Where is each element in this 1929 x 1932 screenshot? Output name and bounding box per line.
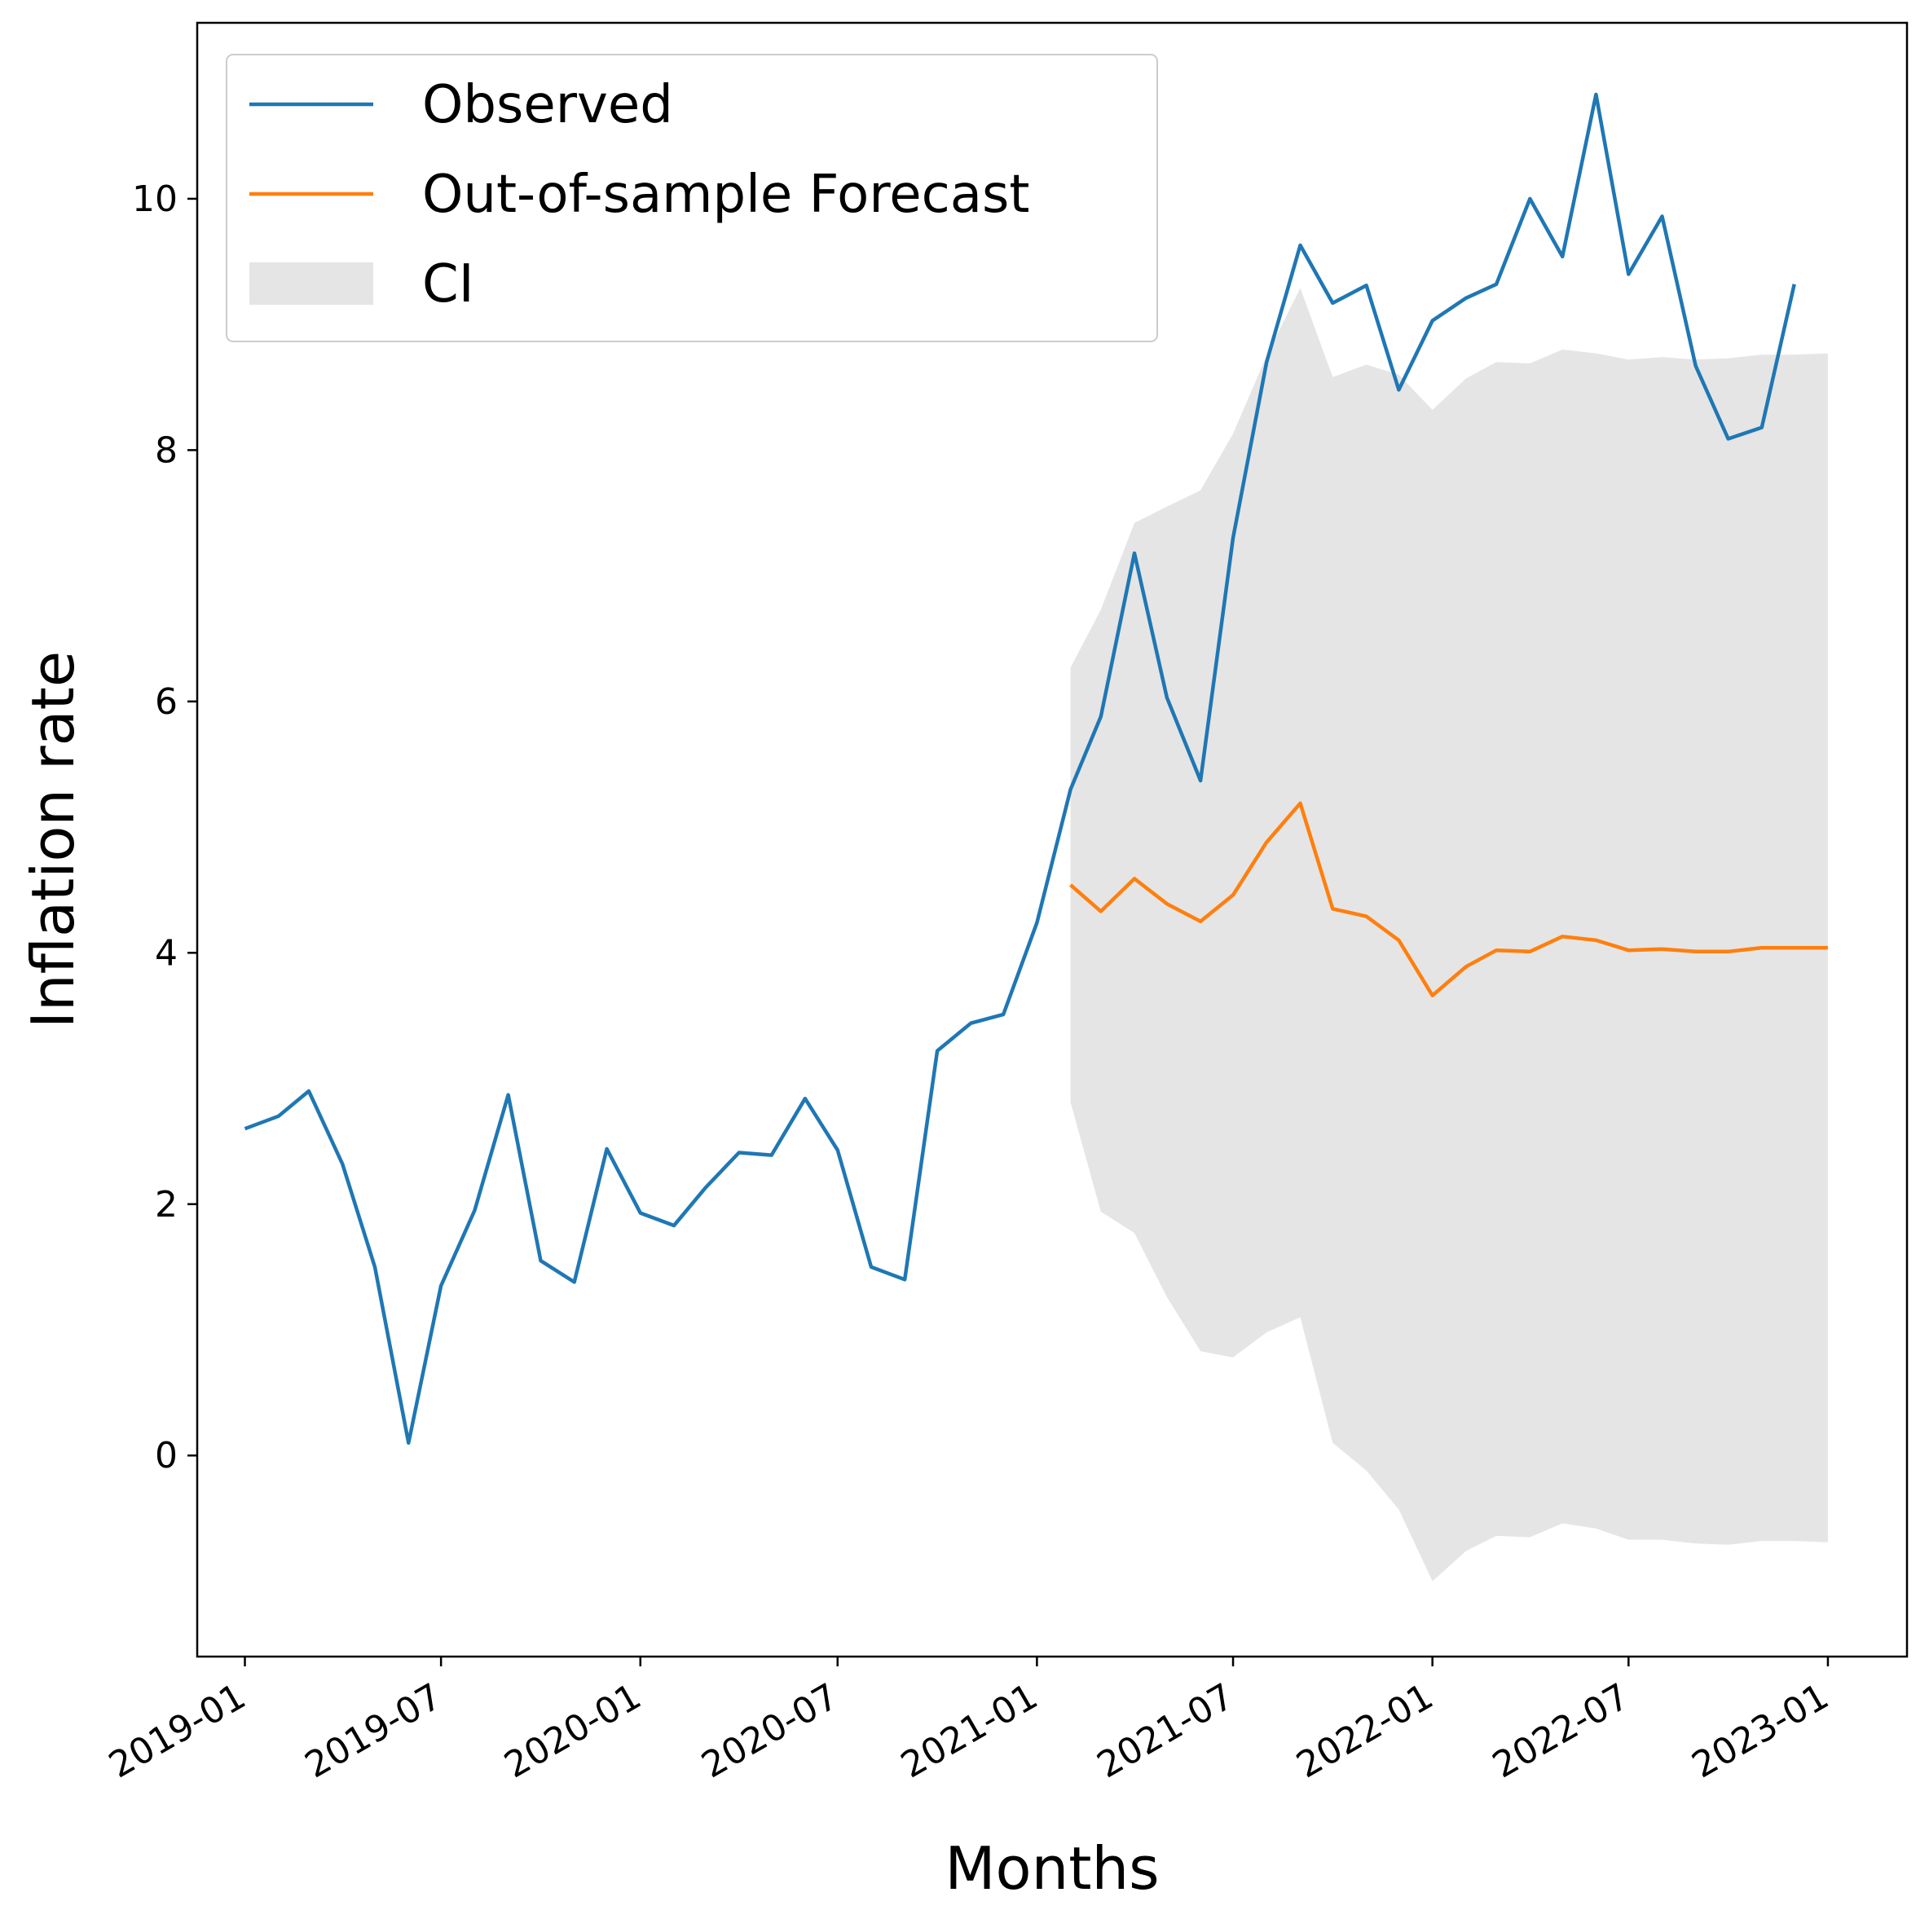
y-tick-label: 4 (155, 932, 178, 974)
y-tick-label: 8 (155, 429, 178, 471)
y-tick-label: 6 (155, 681, 178, 723)
y-tick-label: 0 (155, 1435, 178, 1477)
x-axis-title: Months (945, 1834, 1159, 1903)
series-line-forecast (1069, 801, 1828, 997)
ci-band (1070, 288, 1828, 1582)
series-line-observed (244, 92, 1796, 1446)
x-tick-label: 2021-07 (1090, 1675, 1241, 1786)
plot-frame (196, 21, 1909, 1658)
y-tick-label: 2 (155, 1184, 178, 1226)
legend: Observed Out-of-sample Forecast CI (226, 54, 1158, 342)
legend-box (226, 54, 1158, 342)
plot-area (244, 92, 1828, 1582)
x-tick-label: 2021-01 (894, 1675, 1045, 1786)
x-tick-label: 2019-07 (298, 1675, 449, 1786)
x-tick-label: 2019-01 (102, 1675, 253, 1786)
x-tick-label: 2020-01 (498, 1675, 649, 1786)
legend-label: CI (422, 254, 474, 315)
y-axis-title: Inflation rate (19, 651, 87, 1028)
x-tick-label: 2022-01 (1289, 1675, 1440, 1786)
x-tick-label: 2020-07 (695, 1675, 846, 1786)
y-tick-label: 10 (132, 178, 178, 220)
legend-label: Out-of-sample Forecast (422, 165, 1029, 225)
legend-label: Observed (422, 75, 673, 135)
legend-swatch-ci (249, 262, 373, 305)
x-tick-label: 2022-07 (1486, 1675, 1636, 1786)
x-tick-label: 2023-01 (1685, 1675, 1836, 1786)
